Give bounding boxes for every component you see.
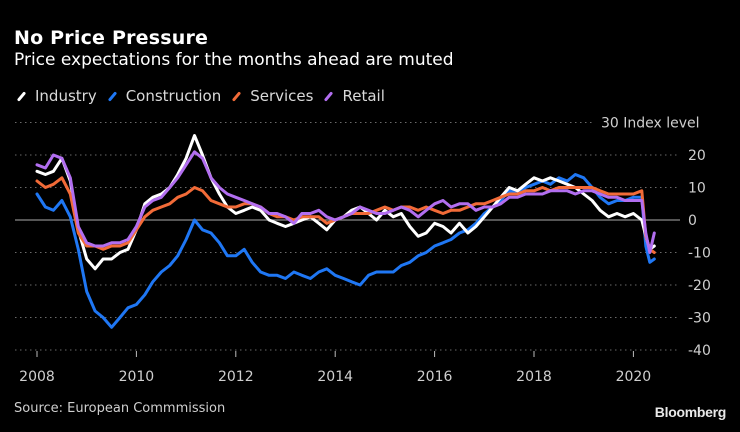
y-tick-label: 20 (688, 148, 706, 164)
y-axis-tick-labels: 30 Index level 20 10 0 -10 -20 -30 -40 (601, 116, 711, 360)
legend-item-industry: Industry (14, 87, 97, 105)
series-lines (35, 134, 656, 329)
series-line-retail (35, 150, 656, 254)
legend-item-construction: Construction (105, 87, 222, 105)
y-tick-label: -30 (688, 311, 711, 327)
legend-label-retail: Retail (342, 87, 385, 105)
x-tick-label: 2016 (417, 369, 453, 385)
bloomberg-logo: Bloomberg (654, 404, 727, 420)
gridlines (15, 122, 680, 351)
x-axis-ticks: 2008 2010 2012 2014 2016 2018 2020 (19, 351, 651, 385)
x-tick-label: 2010 (119, 369, 155, 385)
chart-subtitle: Price expectations for the months ahead … (14, 50, 454, 70)
x-tick-label: 2012 (218, 369, 254, 385)
legend-item-services: Services (229, 87, 313, 105)
series-line-construction (35, 173, 656, 329)
x-tick-label: 2008 (19, 369, 55, 385)
legend-item-retail: Retail (321, 87, 385, 105)
x-tick-label: 2020 (616, 369, 652, 385)
y-tick-label: 30 Index level (601, 116, 700, 132)
y-tick-label: -10 (688, 246, 711, 262)
legend-label-services: Services (250, 87, 314, 105)
x-tick-label: 2018 (516, 369, 552, 385)
y-tick-label: -40 (688, 343, 711, 359)
y-tick-label: -20 (688, 278, 711, 294)
legend-label-industry: Industry (35, 87, 97, 105)
legend-label-construction: Construction (125, 87, 222, 105)
x-tick-label: 2014 (317, 369, 353, 385)
legend: Industry Construction Services Retail (14, 87, 393, 105)
source-note: Source: European Commmission (14, 401, 226, 416)
y-tick-label: 10 (688, 181, 706, 197)
y-tick-label: 0 (688, 213, 697, 229)
chart-title: No Price Pressure (14, 27, 209, 49)
